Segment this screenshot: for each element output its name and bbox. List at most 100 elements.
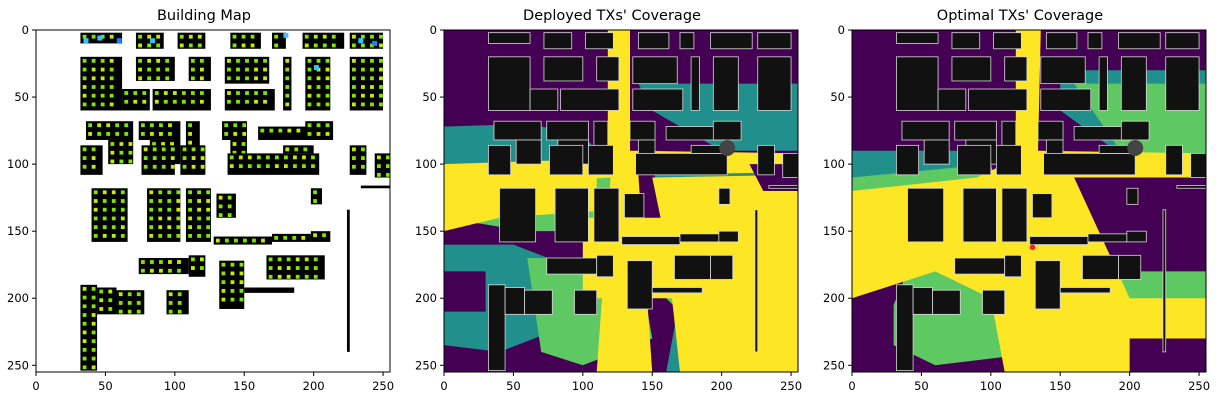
- receiver-dot: [91, 85, 96, 89]
- receiver-dot: [149, 199, 154, 203]
- receiver-dot: [138, 76, 143, 81]
- receiver-dot: [227, 76, 231, 81]
- receiver-dot: [82, 34, 87, 39]
- building-0: [896, 32, 939, 44]
- receiver-dot: [111, 207, 116, 212]
- building-44: [219, 260, 245, 309]
- building-15: [305, 56, 331, 111]
- receiver-dot: [102, 233, 107, 238]
- receiver-dot: [227, 99, 231, 104]
- receiver-dot: [188, 140, 192, 145]
- receiver-dot: [109, 34, 114, 39]
- receiver-dot: [247, 155, 252, 160]
- receiver-dot: [199, 67, 204, 72]
- receiver-dot: [293, 164, 297, 169]
- receiver-dot: [218, 213, 223, 217]
- building-map-title: Building Map: [156, 8, 252, 24]
- receiver-dot: [82, 93, 87, 98]
- axes-frame: [443, 29, 799, 373]
- receiver-dot: [172, 91, 177, 95]
- y-tick-label: 100: [415, 157, 437, 171]
- receiver-dot: [296, 128, 301, 133]
- x-tick-label: 50: [914, 379, 929, 393]
- receiver-dot: [106, 132, 111, 136]
- receiver-dot: [97, 123, 102, 128]
- building-45: [674, 254, 711, 280]
- y-tick-label: 150: [7, 224, 29, 238]
- receiver-dot: [140, 260, 145, 264]
- receiver-dot: [128, 142, 133, 146]
- receiver-dot: [274, 235, 279, 240]
- receiver-dot: [106, 123, 111, 128]
- building-51: [1059, 287, 1111, 294]
- receiver-dot: [109, 76, 114, 81]
- receiver-dot: [313, 233, 317, 238]
- receiver-dot: [97, 132, 102, 136]
- receiver-dot: [292, 235, 297, 240]
- building-31: [1165, 144, 1183, 176]
- receiver-dot: [138, 58, 143, 63]
- receiver-dot: [91, 347, 96, 352]
- receiver-dot: [352, 93, 356, 98]
- building-17: [493, 120, 542, 141]
- receiver-dot: [168, 260, 172, 264]
- receiver-dot: [285, 58, 290, 63]
- receiver-dot: [316, 85, 321, 89]
- receiver-dot: [170, 147, 175, 152]
- building-22: [1037, 120, 1064, 141]
- receiver-dot: [370, 93, 374, 98]
- building-51: [244, 287, 295, 293]
- receiver-dot: [221, 297, 226, 302]
- receiver-dot: [176, 190, 181, 195]
- receiver-dot: [91, 93, 96, 98]
- coverage-region-6: [852, 30, 1206, 372]
- receiver-dot: [99, 289, 104, 294]
- building-49: [932, 289, 961, 315]
- receiver-dot: [224, 132, 229, 136]
- receiver-dot: [232, 34, 237, 39]
- receiver-dot: [243, 238, 247, 243]
- building-32: [782, 152, 798, 178]
- plot-area: [444, 30, 798, 372]
- receiver-dot: [199, 76, 204, 81]
- receiver-dot: [93, 216, 98, 221]
- receiver-dot: [182, 164, 187, 169]
- y-tick-label: 50: [422, 90, 437, 104]
- receiver-dot: [234, 238, 238, 243]
- receiver-dot: [110, 150, 115, 155]
- receiver-dot: [82, 313, 87, 317]
- receiver-dot: [82, 156, 87, 160]
- receiver-dot: [120, 233, 125, 238]
- receiver-dot: [140, 132, 145, 136]
- receiver-dot: [176, 199, 181, 203]
- building-14: [690, 56, 700, 111]
- building-32: [374, 153, 390, 178]
- receiver-dot: [188, 190, 192, 195]
- receiver-dot: [120, 190, 125, 195]
- receiver-dot: [161, 142, 165, 146]
- building-13: [632, 88, 684, 111]
- receiver-dot: [303, 147, 308, 152]
- receiver-dot: [304, 257, 309, 262]
- receiver-dot: [206, 207, 211, 212]
- receiver-dot: [138, 43, 143, 48]
- receiver-dot: [386, 164, 390, 169]
- receiver-dot: [82, 67, 87, 72]
- receiver-dot: [168, 292, 173, 297]
- receiver-dot: [167, 199, 172, 203]
- receiver-dot: [285, 85, 290, 89]
- building-40: [1087, 233, 1128, 243]
- building-36: [624, 193, 645, 219]
- receiver-dot: [119, 150, 124, 155]
- receiver-dot: [118, 292, 123, 297]
- receiver-dot: [307, 132, 312, 136]
- receiver-dot: [230, 262, 235, 267]
- receiver-dot: [274, 43, 279, 48]
- receiver-dot: [124, 99, 129, 104]
- transmitter-dot: [150, 38, 156, 44]
- receiver-dot: [361, 156, 365, 160]
- receiver-dot: [241, 150, 246, 155]
- receiver-dot: [229, 164, 234, 169]
- receiver-dot: [143, 164, 148, 169]
- building-27: [549, 144, 584, 176]
